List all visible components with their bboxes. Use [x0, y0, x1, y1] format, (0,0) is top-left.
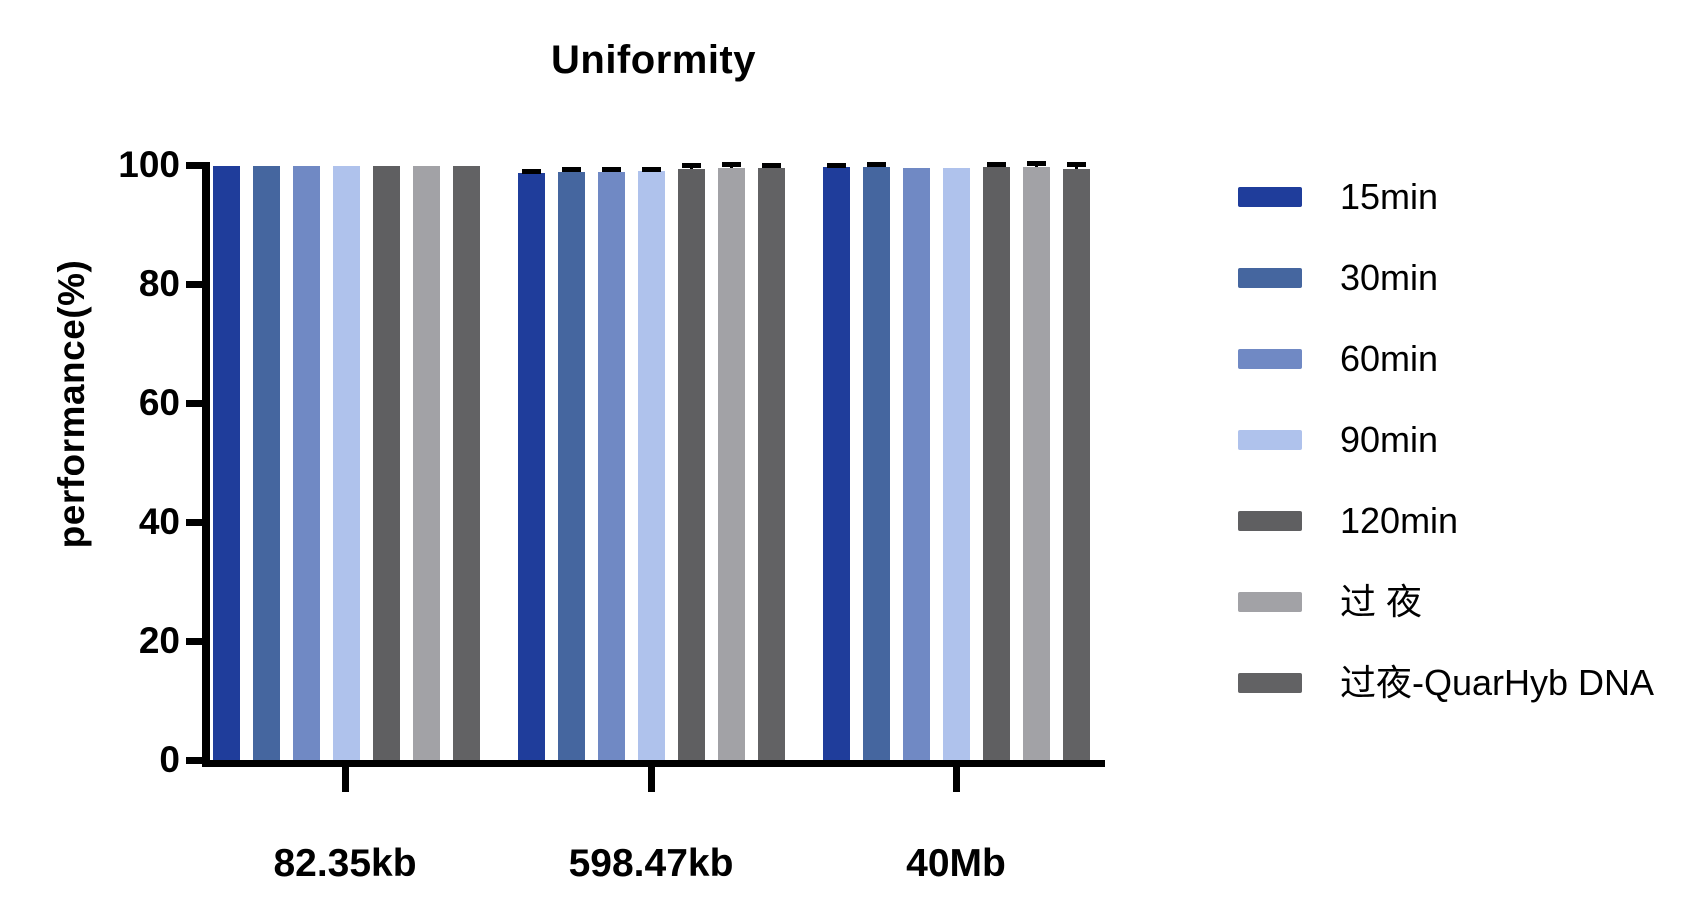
- y-tick-label: 0: [159, 739, 180, 780]
- x-tick: [341, 767, 349, 792]
- bar-过夜-QuarHyb DNA-82.35kb: [453, 165, 480, 763]
- x-axis-line: [202, 760, 1105, 767]
- bar-120min-40Mb: [983, 167, 1010, 763]
- error-bar-cap: [827, 163, 846, 169]
- legend-swatch-过夜-QuarHyb DNA: [1238, 673, 1302, 693]
- bar-90min-82.35kb: [333, 165, 360, 763]
- legend-label-15min: 15min: [1340, 176, 1439, 217]
- error-bar-cap: [562, 166, 581, 172]
- error-bar-cap: [1027, 161, 1046, 167]
- legend-swatch-120min: [1238, 511, 1302, 531]
- bar-120min-598.47kb: [678, 168, 705, 763]
- x-tick-label: 598.47kb: [568, 842, 734, 885]
- error-bar-cap: [1067, 162, 1086, 167]
- legend-label-过夜-QuarHyb DNA: 过夜-QuarHyb DNA: [1340, 662, 1655, 703]
- bar-过 夜-40Mb: [1023, 166, 1050, 763]
- legend-swatch-15min: [1238, 187, 1302, 207]
- bar-30min-40Mb: [863, 166, 890, 763]
- y-tick: [186, 637, 202, 645]
- y-tick-label: 100: [118, 144, 180, 185]
- bar-30min-82.35kb: [253, 165, 280, 763]
- y-tick: [186, 518, 202, 526]
- bar-30min-598.47kb: [558, 171, 585, 763]
- error-bar-cap: [602, 167, 621, 173]
- error-bar-cap: [867, 162, 886, 167]
- legend-swatch-过 夜: [1238, 592, 1302, 612]
- bar-过 夜-82.35kb: [413, 165, 440, 763]
- bar-15min-598.47kb: [518, 173, 545, 763]
- y-tick: [186, 756, 202, 764]
- bar-60min-40Mb: [903, 167, 930, 763]
- y-tick: [186, 399, 202, 407]
- legend-label-30min: 30min: [1340, 257, 1439, 298]
- legend-label-过 夜: 过 夜: [1340, 581, 1423, 622]
- chart-title: Uniformity: [551, 38, 756, 82]
- y-tick-label: 80: [138, 263, 180, 304]
- bar-过夜-QuarHyb DNA-40Mb: [1063, 169, 1090, 763]
- error-bar-stem: [1075, 165, 1078, 170]
- y-tick: [186, 280, 202, 288]
- legend-swatch-60min: [1238, 349, 1302, 369]
- legend-label-90min: 90min: [1340, 419, 1439, 460]
- x-tick: [647, 767, 655, 792]
- legend-label-120min: 120min: [1340, 500, 1459, 541]
- error-bar-cap: [987, 162, 1006, 167]
- bar-120min-82.35kb: [373, 165, 400, 763]
- legend-label-60min: 60min: [1340, 338, 1439, 379]
- error-bar-cap: [522, 168, 541, 174]
- bar-90min-40Mb: [943, 167, 970, 763]
- legend-swatch-90min: [1238, 430, 1302, 450]
- bar-15min-82.35kb: [213, 166, 240, 763]
- y-tick-label: 20: [138, 620, 180, 661]
- bar-过夜-QuarHyb DNA-598.47kb: [758, 167, 785, 763]
- x-tick: [952, 767, 960, 792]
- x-tick-label: 82.35kb: [273, 842, 417, 885]
- y-tick: [186, 161, 202, 169]
- error-bar-cap: [722, 162, 741, 167]
- bar-60min-82.35kb: [293, 165, 320, 763]
- error-bar-cap: [762, 162, 781, 168]
- bar-90min-598.47kb: [638, 170, 665, 763]
- y-axis-line: [202, 162, 210, 767]
- bar-15min-40Mb: [823, 167, 850, 763]
- y-tick-label: 40: [138, 501, 180, 542]
- y-tick-label: 60: [138, 382, 180, 423]
- legend-swatch-30min: [1238, 268, 1302, 288]
- error-bar-cap: [642, 166, 661, 172]
- x-tick-label: 40Mb: [906, 842, 1006, 885]
- bar-过 夜-598.47kb: [718, 167, 745, 763]
- bar-60min-598.47kb: [598, 172, 625, 763]
- error-bar-cap: [682, 162, 701, 168]
